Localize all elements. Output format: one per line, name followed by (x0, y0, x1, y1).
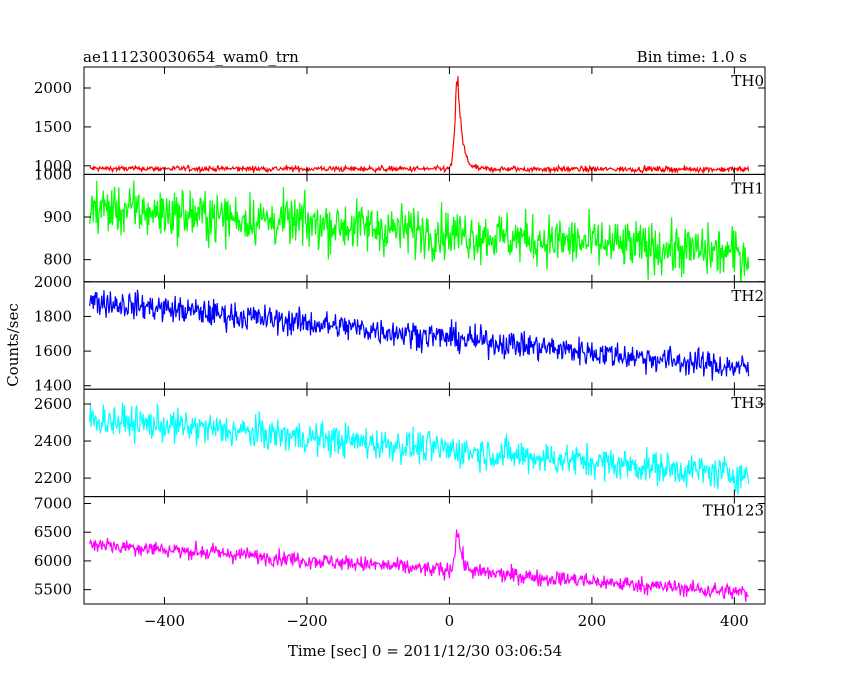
series-th1-line (89, 180, 750, 282)
series-th0-line (89, 76, 750, 175)
ytick-label: 6500 (34, 523, 72, 541)
ytick-label: 1600 (34, 342, 72, 360)
ytick-label: 2200 (34, 469, 72, 487)
panel-th0123-frame (83, 496, 766, 605)
panel-label-th2: TH2 (731, 287, 764, 305)
bin-time-label: Bin time: 1.0 s (637, 48, 747, 66)
xtick-label: 200 (578, 612, 607, 630)
y-axis-label: Counts/sec (4, 303, 22, 387)
panel-th0-frame (83, 66, 766, 175)
panel-label-th1: TH1 (731, 179, 764, 197)
ytick-label: 900 (43, 208, 72, 226)
panel-label-th3: TH3 (731, 394, 764, 412)
panel-th2-frame (83, 281, 766, 390)
series-th0123-line (89, 529, 749, 602)
ytick-label: 2400 (34, 432, 72, 450)
ytick-label: 5500 (34, 581, 72, 599)
ytick-label: 7000 (34, 494, 72, 512)
ytick-label: 1400 (34, 377, 72, 395)
panel-label-th0: TH0 (731, 72, 764, 90)
ytick-label: 1800 (34, 307, 72, 325)
xtick-label: −400 (144, 612, 185, 630)
ytick-label: 1000 (34, 157, 72, 175)
ytick-label: 800 (43, 251, 72, 269)
panel-label-th0123: TH0123 (703, 502, 764, 520)
series-th3-line (89, 402, 750, 495)
ytick-label: 1000 (34, 165, 72, 183)
ytick-label: 6000 (34, 552, 72, 570)
series-th2-line (89, 289, 750, 381)
xtick-label: 400 (720, 612, 749, 630)
ytick-label: 2600 (34, 395, 72, 413)
ytick-label: 1500 (34, 118, 72, 136)
xtick-label: −200 (286, 612, 327, 630)
x-axis-label: Time [sec] 0 = 2011/12/30 03:06:54 (288, 642, 562, 660)
ytick-label: 2000 (34, 79, 72, 97)
chart-title: ae111230030654_wam0_trn (83, 48, 299, 66)
xtick-label: 0 (445, 612, 455, 630)
panel-th1-frame (83, 173, 766, 283)
ytick-label: 2000 (34, 273, 72, 291)
panels-group: TH0100015002000TH18009001000TH2140016001… (34, 66, 766, 630)
